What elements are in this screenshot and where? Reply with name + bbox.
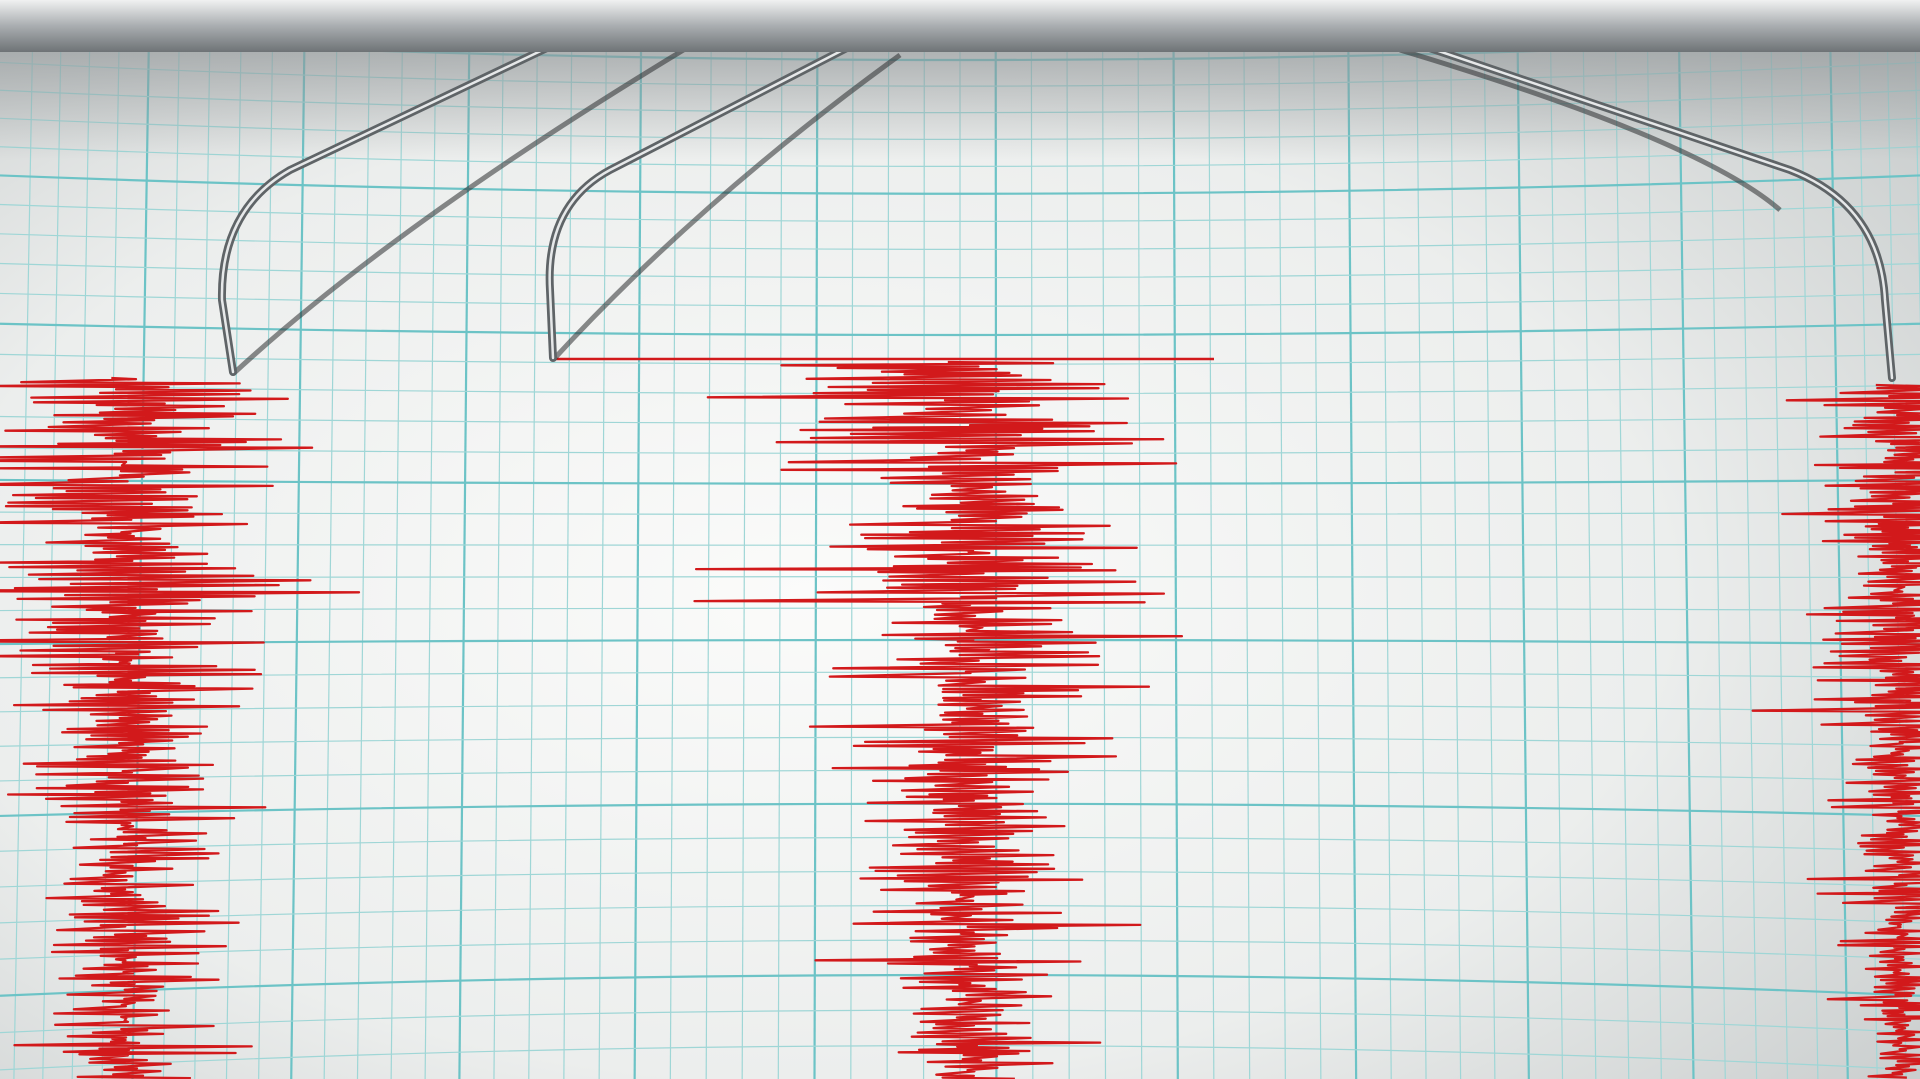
grid-vertical-line <box>1516 49 1530 1079</box>
grid-vertical-line <box>1646 49 1662 1079</box>
grid-vertical-line <box>356 49 370 1079</box>
grid-vertical-line <box>777 49 783 1079</box>
grid-vertical-line <box>258 49 274 1079</box>
grid-vertical-line <box>424 49 437 1079</box>
grid-vertical-line <box>42 49 62 1079</box>
needle-right-shadow <box>1399 47 1782 212</box>
needle-left-shadow <box>231 37 702 376</box>
grid-vertical-line <box>741 49 748 1079</box>
grid-vertical-line <box>1550 49 1564 1079</box>
grid-vertical-line <box>1450 49 1462 1079</box>
grid-lines <box>0 33 1920 1079</box>
grid-horizontal-line <box>0 233 1920 250</box>
grid-vertical-line <box>323 49 338 1079</box>
trace-center <box>693 360 1184 1079</box>
grid-vertical-line <box>1382 49 1392 1079</box>
grid-vertical-line <box>1172 49 1179 1079</box>
trace-left <box>0 376 361 1079</box>
grid-vertical-line <box>13 49 34 1079</box>
grid-vertical-line <box>1914 49 1920 333</box>
grid-horizontal-line <box>0 973 1920 997</box>
grid-vertical-line <box>1770 49 1789 1079</box>
grid-vertical-line <box>1582 49 1597 1079</box>
grid-vertical-line <box>705 49 712 1079</box>
grid-vertical-line <box>1208 49 1215 1079</box>
grid-vertical-line <box>493 49 504 1079</box>
grid-vertical-line <box>290 49 306 1079</box>
grid-vertical-line <box>1829 49 1849 1079</box>
grid-vertical-line <box>390 49 403 1079</box>
grid-vertical-line <box>528 49 538 1079</box>
top-rail <box>0 0 1920 52</box>
grid-horizontal-line <box>0 905 1920 924</box>
grid-vertical-line <box>1416 49 1427 1079</box>
needles <box>217 12 1896 382</box>
seismic-traces <box>0 357 1920 1079</box>
grid-horizontal-line <box>0 174 1920 195</box>
grid-vertical-line <box>1615 49 1630 1079</box>
needle-center-shadow <box>551 52 902 362</box>
grid-vertical-line <box>71 49 91 1079</box>
top-shadow <box>0 40 1920 160</box>
grid-horizontal-line <box>0 262 1920 279</box>
grid-vertical-line <box>1678 49 1695 1079</box>
grid-vertical-line <box>1740 49 1758 1079</box>
grid-vertical-line <box>1800 49 1819 1079</box>
grid-horizontal-line <box>0 322 1920 337</box>
grid-vertical-line <box>1137 49 1143 1079</box>
trace-right <box>1751 383 1920 1079</box>
grid-horizontal-line <box>0 203 1920 222</box>
grid-horizontal-line <box>0 292 1920 307</box>
grid-vertical-line <box>458 49 471 1079</box>
grid-vertical-line <box>1709 49 1726 1079</box>
grid-vertical-line <box>563 49 573 1079</box>
grid-horizontal-line <box>0 511 1920 515</box>
grid-vertical-line <box>1483 49 1496 1079</box>
grid-vertical-line <box>1347 49 1358 1079</box>
